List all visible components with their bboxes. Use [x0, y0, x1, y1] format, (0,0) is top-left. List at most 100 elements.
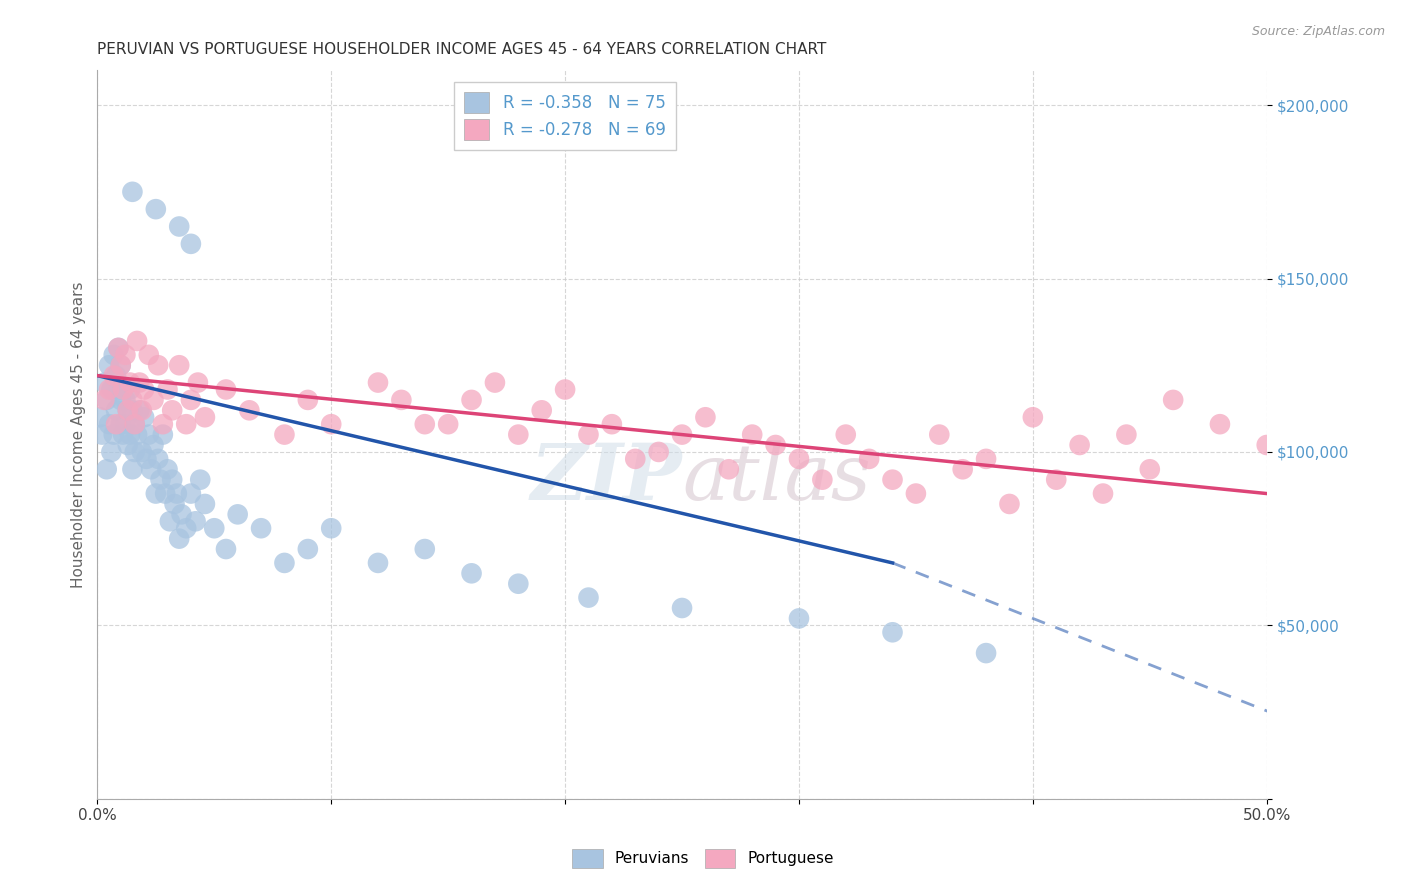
Point	[117, 403, 139, 417]
Point	[1022, 410, 1045, 425]
Point	[131, 445, 153, 459]
Point	[120, 376, 142, 390]
Point	[149, 473, 172, 487]
Point	[180, 392, 202, 407]
Point	[167, 219, 190, 234]
Point	[413, 542, 436, 557]
Point	[100, 445, 122, 459]
Point	[135, 451, 157, 466]
Point	[110, 392, 132, 407]
Text: PERUVIAN VS PORTUGUESE HOUSEHOLDER INCOME AGES 45 - 64 YEARS CORRELATION CHART: PERUVIAN VS PORTUGUESE HOUSEHOLDER INCOM…	[97, 42, 827, 57]
Point	[904, 486, 927, 500]
Point	[695, 410, 717, 425]
Point	[107, 383, 129, 397]
Point	[91, 427, 114, 442]
Point	[1115, 427, 1137, 442]
Point	[952, 462, 974, 476]
Point	[787, 451, 810, 466]
Point	[96, 462, 118, 476]
Point	[110, 358, 132, 372]
Point	[671, 601, 693, 615]
Point	[110, 417, 132, 432]
Point	[114, 348, 136, 362]
Point	[180, 236, 202, 251]
Point	[578, 591, 600, 605]
Point	[112, 427, 135, 442]
Point	[160, 473, 183, 487]
Point	[121, 403, 143, 417]
Point	[367, 376, 389, 390]
Point	[437, 417, 460, 432]
Point	[124, 417, 146, 432]
Point	[508, 427, 530, 442]
Point	[120, 383, 142, 397]
Y-axis label: Householder Income Ages 45 - 64 years: Householder Income Ages 45 - 64 years	[72, 281, 86, 588]
Point	[765, 438, 787, 452]
Point	[508, 576, 530, 591]
Point	[89, 410, 111, 425]
Point	[530, 403, 553, 417]
Point	[138, 427, 160, 442]
Point	[167, 358, 190, 372]
Point	[127, 427, 149, 442]
Point	[107, 341, 129, 355]
Point	[146, 451, 169, 466]
Point	[184, 514, 207, 528]
Point	[120, 427, 142, 442]
Point	[105, 417, 128, 432]
Text: Source: ZipAtlas.com: Source: ZipAtlas.com	[1251, 25, 1385, 38]
Point	[93, 376, 115, 390]
Point	[413, 417, 436, 432]
Point	[297, 542, 319, 557]
Point	[159, 514, 181, 528]
Point	[273, 556, 295, 570]
Point	[647, 445, 669, 459]
Point	[167, 532, 190, 546]
Point	[250, 521, 273, 535]
Point	[578, 427, 600, 442]
Point	[1069, 438, 1091, 452]
Point	[93, 392, 115, 407]
Point	[998, 497, 1021, 511]
Point	[112, 383, 135, 397]
Point	[134, 410, 156, 425]
Point	[131, 403, 153, 417]
Point	[96, 392, 118, 407]
Point	[114, 417, 136, 432]
Point	[145, 486, 167, 500]
Point	[174, 417, 197, 432]
Point	[882, 473, 904, 487]
Point	[110, 358, 132, 372]
Point	[1209, 417, 1232, 432]
Point	[811, 473, 834, 487]
Point	[717, 462, 740, 476]
Point	[117, 403, 139, 417]
Text: ZIP: ZIP	[530, 440, 682, 516]
Point	[142, 438, 165, 452]
Point	[174, 521, 197, 535]
Point	[215, 542, 238, 557]
Point	[152, 417, 174, 432]
Point	[297, 392, 319, 407]
Point	[103, 427, 125, 442]
Point	[98, 358, 121, 372]
Point	[156, 462, 179, 476]
Point	[226, 508, 249, 522]
Point	[117, 438, 139, 452]
Legend: R = -0.358   N = 75, R = -0.278   N = 69: R = -0.358 N = 75, R = -0.278 N = 69	[454, 82, 676, 150]
Point	[146, 358, 169, 372]
Point	[600, 417, 623, 432]
Point	[121, 392, 143, 407]
Point	[882, 625, 904, 640]
Point	[166, 486, 188, 500]
Point	[741, 427, 763, 442]
Point	[121, 185, 143, 199]
Point	[188, 473, 211, 487]
Point	[103, 348, 125, 362]
Point	[187, 376, 209, 390]
Point	[1092, 486, 1115, 500]
Point	[163, 497, 186, 511]
Point	[321, 521, 343, 535]
Point	[194, 497, 217, 511]
Point	[787, 611, 810, 625]
